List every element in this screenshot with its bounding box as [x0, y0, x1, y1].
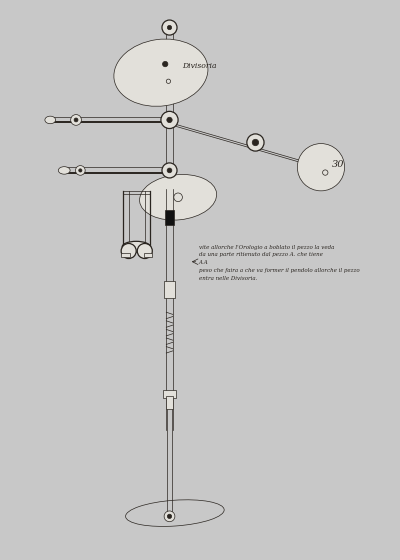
Circle shape — [252, 139, 259, 146]
Text: Divisoria: Divisoria — [182, 62, 217, 71]
Ellipse shape — [114, 39, 208, 106]
Circle shape — [297, 143, 345, 191]
Circle shape — [167, 514, 172, 519]
Circle shape — [162, 62, 168, 67]
Circle shape — [121, 244, 136, 259]
Circle shape — [71, 115, 82, 125]
Circle shape — [167, 168, 172, 173]
Circle shape — [247, 134, 264, 151]
Ellipse shape — [45, 116, 56, 124]
Text: 30: 30 — [332, 160, 344, 169]
Circle shape — [162, 20, 177, 35]
Text: vite allorche l'Orologio a boblato il pezzo la veda
da una parte ritienuto dal p: vite allorche l'Orologio a boblato il pe… — [198, 245, 359, 281]
Ellipse shape — [58, 167, 70, 174]
Circle shape — [161, 111, 178, 129]
Circle shape — [174, 193, 182, 202]
Circle shape — [137, 244, 152, 259]
Circle shape — [167, 117, 172, 123]
Circle shape — [74, 118, 78, 122]
Bar — [166, 396, 173, 409]
Bar — [121, 253, 130, 258]
Bar — [165, 210, 174, 225]
Circle shape — [76, 166, 85, 175]
Bar — [163, 390, 176, 398]
Bar — [164, 281, 175, 298]
Bar — [144, 253, 152, 258]
Circle shape — [167, 25, 172, 30]
Circle shape — [79, 169, 82, 172]
Circle shape — [162, 163, 177, 178]
Circle shape — [164, 511, 175, 522]
Ellipse shape — [140, 175, 217, 220]
Ellipse shape — [122, 241, 150, 252]
